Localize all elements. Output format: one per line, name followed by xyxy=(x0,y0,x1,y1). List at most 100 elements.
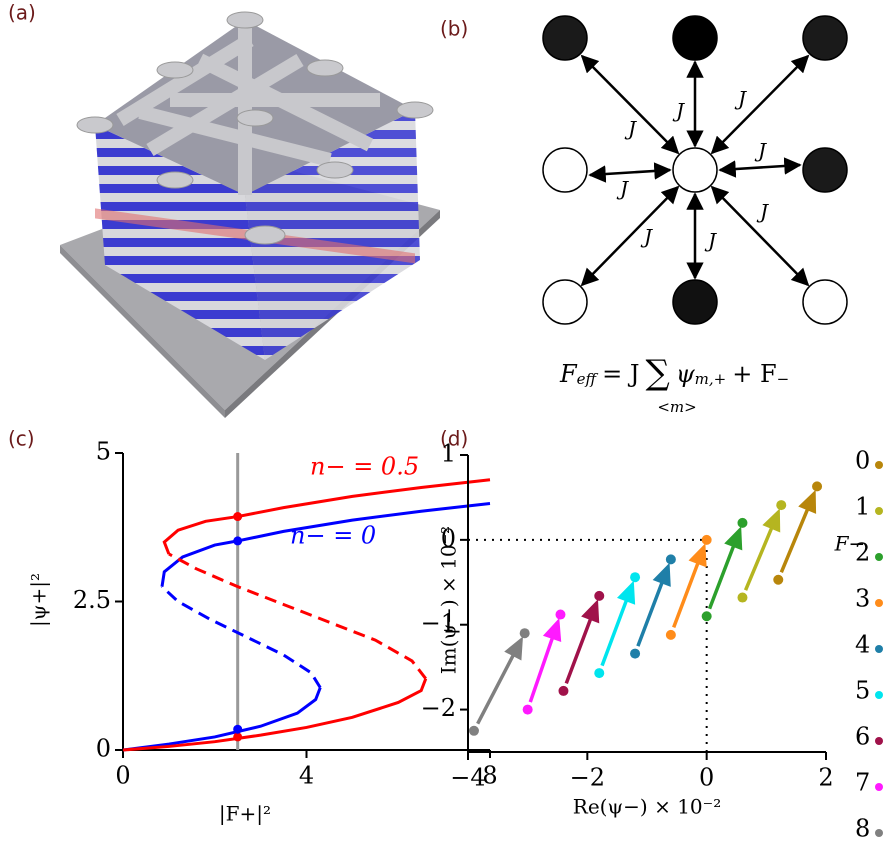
x-axis-label: Re(ψ−) × 10⁻² xyxy=(573,795,721,819)
y-tick-label: 0 xyxy=(441,524,456,552)
curve xyxy=(122,678,428,752)
legend-label: 1 xyxy=(855,493,870,521)
formula-part: eff xyxy=(577,370,599,388)
point xyxy=(233,732,243,742)
panel-label: (a) xyxy=(8,1,36,25)
point xyxy=(233,512,243,522)
arrow xyxy=(636,562,671,647)
arrow xyxy=(779,489,817,574)
annotation: n− = 0 xyxy=(290,522,376,550)
legend-swatch xyxy=(875,691,883,699)
formula-part: <m> xyxy=(657,398,696,416)
formula-part: F xyxy=(559,360,578,388)
panel-label: (d) xyxy=(440,427,468,451)
point xyxy=(812,481,823,492)
coupling-label: J xyxy=(672,99,685,123)
formula-part: ψ xyxy=(676,360,696,388)
legend-swatch xyxy=(875,599,883,607)
coupling-diagram xyxy=(580,54,810,287)
point xyxy=(233,536,243,546)
y-tick-label: −2 xyxy=(421,694,456,722)
point xyxy=(522,704,533,715)
formula-part: ∑ xyxy=(646,353,670,393)
x-tick-label: 0 xyxy=(699,764,714,792)
point xyxy=(594,668,605,679)
point xyxy=(594,590,605,601)
point xyxy=(519,628,530,639)
y-axis-label: Im(ψ−) × 10⁻² xyxy=(437,526,461,674)
legend-label: 3 xyxy=(855,585,870,613)
x-tick-label: −4 xyxy=(450,764,485,792)
point xyxy=(555,609,566,620)
point xyxy=(665,554,676,565)
y-tick-label: 2.5 xyxy=(73,586,111,614)
legend-label: 0 xyxy=(855,447,870,475)
curve xyxy=(160,585,322,689)
arrow xyxy=(600,580,636,667)
y-tick-label: 5 xyxy=(96,438,111,466)
coupling-label: J xyxy=(640,225,653,249)
annotation: n− = 0.5 xyxy=(310,453,419,481)
arrow xyxy=(528,617,562,703)
coupling-label: J xyxy=(624,117,637,141)
point xyxy=(773,574,784,585)
annotation: F− xyxy=(834,532,866,556)
legend-swatch xyxy=(875,737,883,745)
arrow xyxy=(564,599,600,685)
legend-swatch xyxy=(875,507,883,515)
point xyxy=(630,648,641,659)
legend-label: 5 xyxy=(855,677,870,705)
legend-swatch xyxy=(875,829,883,837)
formula-part: − xyxy=(777,370,790,388)
y-tick-label: −1 xyxy=(421,609,456,637)
y-tick-label: 1 xyxy=(441,440,456,468)
x-tick-label: −2 xyxy=(570,764,605,792)
point xyxy=(737,517,748,528)
x-tick-label: 0 xyxy=(115,762,130,790)
arrow xyxy=(476,636,524,725)
point xyxy=(630,572,641,583)
formula: Feff = J ∑ ψm,+ + F− xyxy=(559,353,789,393)
point xyxy=(665,629,676,640)
x-tick-label: 8 xyxy=(482,762,497,790)
lattice-render xyxy=(60,11,440,418)
x-tick-label: 4 xyxy=(299,762,314,790)
formula-part: + F xyxy=(732,360,776,388)
y-tick-label: 0 xyxy=(96,735,111,763)
formula-part: = J xyxy=(602,360,639,388)
legend-swatch xyxy=(875,461,883,469)
point xyxy=(233,724,243,734)
point xyxy=(468,725,479,736)
legend-swatch xyxy=(875,553,883,561)
coupling-label: J xyxy=(756,200,769,224)
x-axis-label: |F+|² xyxy=(219,802,271,827)
arrow xyxy=(672,543,707,629)
point xyxy=(701,534,712,545)
point xyxy=(701,611,712,622)
coupling-label: J xyxy=(616,177,629,201)
arrow xyxy=(743,508,781,591)
curve xyxy=(122,687,322,752)
legend-label: 8 xyxy=(855,815,870,841)
legend-label: 4 xyxy=(855,631,870,659)
legend-label: 7 xyxy=(855,769,870,797)
point xyxy=(776,500,787,511)
legend-label: 2 xyxy=(855,539,870,567)
point xyxy=(737,592,748,603)
coupling-label: J xyxy=(754,139,767,163)
formula-part: m,+ xyxy=(695,370,727,388)
legend-label: 6 xyxy=(855,723,870,751)
legend-swatch xyxy=(875,645,883,653)
x-tick-label: 2 xyxy=(818,764,833,792)
panel-label: (c) xyxy=(8,427,35,451)
coupling-label: J xyxy=(734,87,747,111)
panel-label: (b) xyxy=(440,17,468,41)
coupling-label: J xyxy=(704,229,717,253)
arrow xyxy=(707,526,743,610)
y-axis-label: |ψ+|² xyxy=(27,573,52,627)
point xyxy=(558,685,569,696)
curve xyxy=(168,552,427,680)
lattice-sites xyxy=(542,15,848,325)
legend-swatch xyxy=(875,783,883,791)
